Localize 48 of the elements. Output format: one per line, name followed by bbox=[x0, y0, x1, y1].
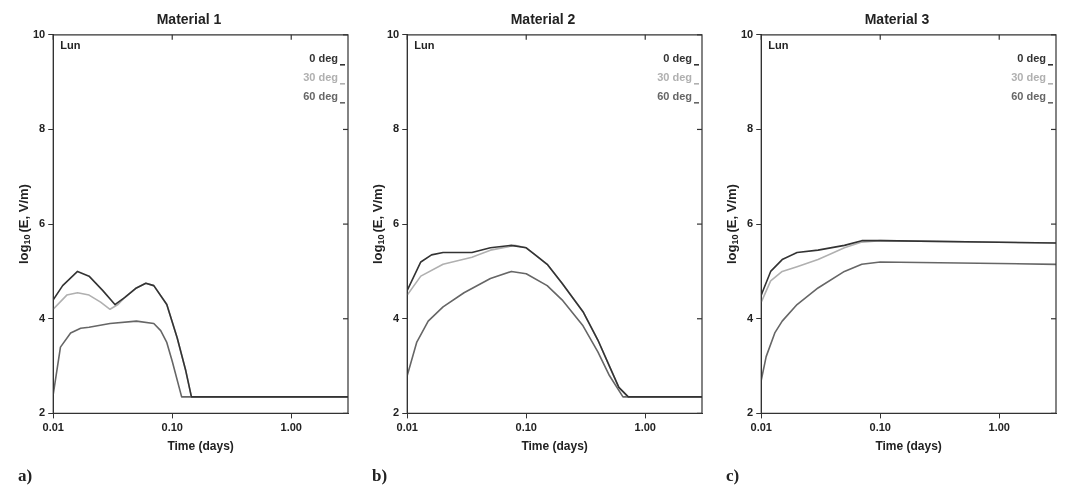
x-tick-label: 0.10 bbox=[161, 421, 183, 434]
y-tick-label: 8 bbox=[747, 122, 754, 135]
annotation: Lun bbox=[768, 39, 789, 52]
legend-label: 30 deg bbox=[1011, 70, 1046, 83]
x-axis-title: Time (days) bbox=[167, 439, 234, 454]
y-tick-label: 4 bbox=[39, 311, 47, 324]
x-tick-label: 0.10 bbox=[869, 421, 891, 434]
legend-label: 60 deg bbox=[303, 89, 338, 102]
chart-title: Material 3 bbox=[864, 11, 930, 28]
y-tick-label: 6 bbox=[393, 217, 400, 230]
x-tick-label: 0.10 bbox=[515, 421, 537, 434]
chart-title: Material 2 bbox=[510, 11, 576, 28]
y-tick-label: 8 bbox=[39, 122, 46, 135]
annotation: Lun bbox=[414, 39, 435, 52]
y-axis-title: log10(E, V/m) bbox=[15, 184, 33, 265]
y-tick-label: 6 bbox=[39, 217, 46, 230]
x-tick-label: 1.00 bbox=[280, 421, 302, 434]
y-tick-label: 10 bbox=[386, 27, 400, 40]
text: b) bbox=[372, 465, 388, 485]
legend-label: 0 deg bbox=[1017, 51, 1046, 64]
x-axis-title: Time (days) bbox=[875, 439, 942, 454]
y-tick-label: 8 bbox=[393, 122, 400, 135]
x-tick-label: 0.01 bbox=[750, 421, 772, 434]
x-tick-label: 1.00 bbox=[634, 421, 656, 434]
legend-label: 0 deg bbox=[663, 51, 692, 64]
y-tick-label: 2 bbox=[747, 406, 754, 419]
y-tick-label: 4 bbox=[393, 311, 401, 324]
y-tick-label: 6 bbox=[747, 217, 754, 230]
y-axis-title: log10(E, V/m) bbox=[723, 184, 741, 265]
x-tick-label: 1.00 bbox=[988, 421, 1010, 434]
legend-label: 60 deg bbox=[657, 89, 692, 102]
y-tick-label: 10 bbox=[32, 27, 46, 40]
x-tick-label: 0.01 bbox=[396, 421, 418, 434]
y-tick-label: 4 bbox=[747, 311, 755, 324]
text: c) bbox=[726, 465, 740, 485]
legend-label: 30 deg bbox=[303, 70, 338, 83]
chart-title: Material 1 bbox=[156, 11, 222, 28]
annotation: Lun bbox=[60, 39, 81, 52]
y-axis-title: log10(E, V/m) bbox=[369, 184, 387, 265]
y-tick-label: 2 bbox=[39, 406, 46, 419]
x-tick-label: 0.01 bbox=[42, 421, 64, 434]
text: a) bbox=[18, 465, 33, 485]
y-tick-label: 2 bbox=[393, 406, 400, 419]
legend-label: 0 deg bbox=[309, 51, 338, 64]
y-tick-label: 10 bbox=[740, 27, 754, 40]
legend-label: 30 deg bbox=[657, 70, 692, 83]
x-axis-title: Time (days) bbox=[521, 439, 588, 454]
legend-label: 60 deg bbox=[1011, 89, 1046, 102]
